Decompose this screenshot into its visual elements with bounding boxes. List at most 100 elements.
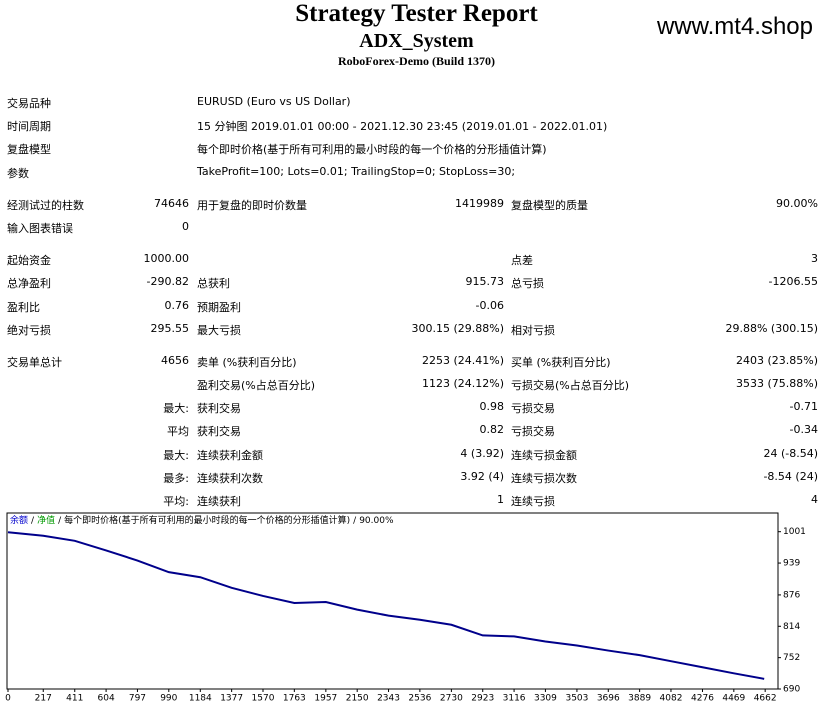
field-label: 总获利 [197, 277, 230, 291]
report-subtitle: ADX_System [359, 30, 474, 52]
field-label: 盈利交易(%占总百分比) [197, 379, 316, 393]
x-tick-label: 2536 [408, 694, 431, 704]
x-tick-label: 1377 [220, 694, 243, 704]
field-label: 最大亏损 [197, 323, 241, 337]
field-label: 亏损交易 [511, 402, 555, 416]
field-value: 平均 [167, 425, 189, 439]
x-tick-label: 4662 [754, 694, 777, 704]
report-row: 最多: 连续获利次数 3.92 (4) 连续亏损次数 -8.54 (24) [0, 467, 833, 490]
plot-frame [6, 512, 779, 690]
y-tick-label: 690 [783, 685, 800, 695]
balance-line [7, 531, 765, 680]
field-value: 24 (-8.54) [763, 446, 818, 460]
field-value: 1000.00 [143, 252, 190, 266]
x-tick-label: 4082 [660, 694, 683, 704]
report-row: 总净盈利 -290.82 总获利 915.73 总亏损 -1206.55 [0, 272, 833, 295]
report-section: 起始资金 1000.00 点差 3 总净盈利 -290.82 总获利 915.73 总亏损 -12… [0, 249, 833, 342]
legend: 余额 / 净值 / 每个即时价格(基于所有可利用的最小时段的每一个价格的分形插值计算) /… [10, 514, 394, 526]
report-row: 平均 获利交易 0.82 亏损交易 -0.34 [0, 420, 833, 443]
y-tick-label: 876 [783, 590, 800, 600]
x-tick-label: 0 [5, 694, 11, 704]
report-row: 输入图表错误 0 [0, 217, 833, 240]
x-tick-label: 217 [35, 694, 52, 704]
field-value: 平均: [163, 495, 189, 508]
x-tick-label: 1957 [314, 694, 337, 704]
legend-entry: 余额 [10, 514, 28, 526]
field-label: 交易品种 [7, 97, 51, 110]
field-value: 3533 (75.88%) [735, 377, 818, 391]
field-label: 绝对亏损 [7, 323, 51, 337]
field-value: 2403 (23.85%) [735, 353, 818, 367]
field-value: 295.55 [150, 321, 190, 335]
report-row: 最大: 连续获利金额 4 (3.92) 连续亏损金额 24 (-8.54) [0, 444, 833, 467]
x-tick-label: 411 [66, 694, 83, 704]
field-value: 最大: [163, 448, 189, 462]
field-label: 相对亏损 [511, 323, 555, 337]
x-tick-label: 2923 [471, 694, 494, 704]
legend-separator: / [31, 516, 35, 526]
field-value: 0.98 [479, 400, 505, 414]
field-value: 4 (3.92) [460, 446, 504, 460]
report-row: 经测试过的柱数 74646 用于复盘的即时价数量 1419989 复盘模型的质量 90.0… [0, 194, 833, 217]
field-value: -0.34 [789, 423, 818, 437]
legend-separator: / [58, 516, 62, 526]
report-row: 起始资金 1000.00 点差 3 [0, 249, 833, 272]
x-tick-label: 797 [129, 694, 146, 704]
field-value: 0 [182, 219, 189, 233]
field-label: 连续获利 [197, 495, 241, 508]
x-tick-label: 2343 [377, 694, 400, 704]
report-row: 复盘模型 每个即时价格(基于所有可利用的最小时段的每一个价格的分形插值计算) [0, 138, 833, 161]
report-table: 交易品种 EURUSD (Euro vs US Dollar) 时间周期 15 分钟图… [0, 92, 833, 522]
field-label: 复盘模型 [7, 143, 51, 157]
legend-entry: 90.00% [359, 516, 394, 526]
field-value: 4 [811, 493, 818, 506]
field-value: 每个即时价格(基于所有可利用的最小时段的每一个价格的分形插值计算) [197, 143, 547, 157]
field-label: 获利交易 [197, 425, 241, 439]
legend-separator: / [353, 516, 357, 526]
field-label: 买单 (%获利百分比) [511, 355, 611, 369]
field-label: 连续获利次数 [197, 471, 263, 485]
field-value: EURUSD (Euro vs US Dollar) [197, 95, 351, 108]
x-tick-label: 1184 [189, 694, 212, 704]
field-value: 1 [497, 493, 504, 506]
field-value: -0.06 [475, 298, 504, 312]
field-label: 卖单 (%获利百分比) [197, 355, 297, 369]
x-tick-label: 2150 [346, 694, 369, 704]
x-tick-label: 4276 [691, 694, 714, 704]
field-value: 74646 [154, 196, 189, 210]
field-value: 90.00% [776, 196, 818, 210]
field-value: 3.92 (4) [460, 469, 504, 483]
report-row: 盈利比 0.76 预期盈利 -0.06 [0, 296, 833, 319]
y-tick-label: 814 [783, 622, 800, 632]
field-value: 3 [811, 252, 818, 266]
field-value: 4656 [161, 353, 189, 367]
field-value: 0.76 [164, 298, 190, 312]
x-tick-label: 4469 [722, 694, 745, 704]
field-label: 复盘模型的质量 [511, 198, 588, 212]
report-section: 经测试过的柱数 74646 用于复盘的即时价数量 1419989 复盘模型的质量 90.0… [0, 194, 833, 240]
field-value: 1419989 [455, 196, 504, 210]
report-row: 参数 TakeProfit=100; Lots=0.01; TrailingSto… [0, 162, 833, 185]
field-label: 亏损交易(%占总百分比) [511, 379, 630, 393]
field-label: 时间周期 [7, 120, 51, 134]
x-tick-label: 1570 [252, 694, 275, 704]
y-tick-label: 939 [783, 559, 800, 569]
field-value: TakeProfit=100; Lots=0.01; TrailingStop=… [197, 164, 516, 178]
report-row: 最大: 获利交易 0.98 亏损交易 -0.71 [0, 397, 833, 420]
field-label: 交易单总计 [7, 355, 62, 369]
field-value: 2253 (24.41%) [421, 353, 504, 367]
y-tick-label: 1001 [783, 527, 806, 537]
field-label: 总净盈利 [7, 277, 51, 291]
field-label: 获利交易 [197, 402, 241, 416]
field-label: 连续亏损金额 [511, 448, 577, 462]
field-label: 连续亏损 [511, 495, 555, 508]
field-label: 盈利比 [7, 300, 40, 314]
field-value: 29.88% (300.15) [725, 321, 818, 335]
x-tick-label: 3309 [534, 694, 557, 704]
legend-entry: 净值 [37, 514, 55, 526]
report-row: 盈利交易(%占总百分比) 1123 (24.12%) 亏损交易(%占总百分比) 353… [0, 374, 833, 397]
server: RoboForex-Demo (Build 1370) [337, 54, 496, 68]
field-label: 点差 [511, 254, 533, 268]
x-tick-label: 3889 [628, 694, 651, 704]
